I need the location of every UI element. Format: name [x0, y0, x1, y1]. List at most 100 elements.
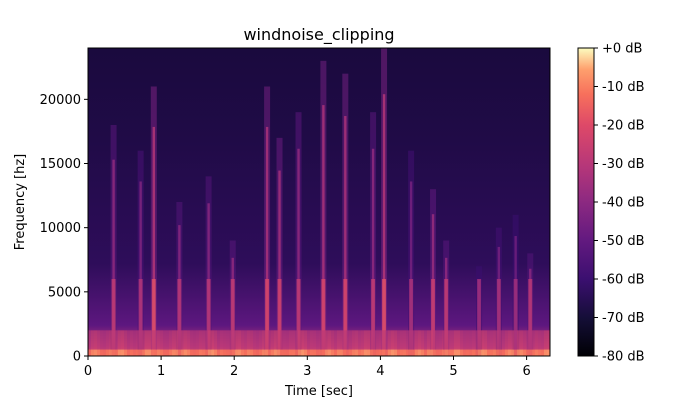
low-band-cell [319, 349, 322, 356]
low-band-cell [403, 349, 406, 356]
low-band-cell [166, 349, 169, 356]
y-tick-label: 5000 [48, 285, 81, 300]
low-band-cell [403, 330, 406, 350]
low-band-cell [400, 349, 403, 356]
low-band-cell [112, 349, 115, 356]
low-band-cell [412, 349, 415, 356]
low-band-cell [349, 330, 352, 350]
low-band-cell [547, 349, 550, 356]
low-band-cell [244, 349, 247, 356]
low-band-cell [496, 349, 499, 356]
low-band-cell [166, 330, 169, 350]
low-band-cell [316, 349, 319, 356]
low-band-cell [484, 349, 487, 356]
energy-burst [229, 240, 236, 356]
x-tick-label: 0 [84, 364, 92, 379]
low-band-cell [106, 349, 109, 356]
low-band-cell [301, 330, 304, 350]
low-band-cell [505, 349, 508, 356]
low-band-cell [538, 349, 541, 356]
low-band-cell [376, 349, 379, 356]
low-band-cell [121, 330, 124, 350]
colorbar-tick-label: -70 dB [602, 311, 645, 326]
low-band-cell [229, 330, 232, 350]
low-band-cell [385, 330, 388, 350]
low-band-cell [217, 349, 220, 356]
low-band-cell [475, 349, 478, 356]
low-band-cell [481, 330, 484, 350]
low-band-cell [544, 349, 547, 356]
spectrogram-background [88, 48, 550, 356]
low-band-cell [388, 330, 391, 350]
energy-burst [476, 266, 483, 356]
low-band-cell [295, 349, 298, 356]
low-band-cell [88, 330, 91, 350]
energy-burst [205, 176, 212, 356]
plot-frame [87, 47, 551, 357]
low-band-cell [346, 330, 349, 350]
low-band-cell [145, 330, 148, 350]
colorbar-tick-label: -80 dB [602, 350, 645, 365]
low-band-cell [115, 330, 118, 350]
low-band-cell [217, 330, 220, 350]
y-tick-label: 20000 [40, 93, 81, 108]
low-band-cell [202, 330, 205, 350]
low-band-cell [103, 349, 106, 356]
low-band-cell [463, 330, 466, 350]
low-band-cell [196, 330, 199, 350]
low-band-cell [469, 349, 472, 356]
low-band-cell [220, 330, 223, 350]
low-band-cell [115, 349, 118, 356]
low-band-cell [259, 349, 262, 356]
low-band-cell [424, 349, 427, 356]
low-band-cell [421, 330, 424, 350]
low-band-cell [271, 349, 274, 356]
low-band-cell [475, 330, 478, 350]
colorbar-tick-label: -40 dB [602, 196, 645, 211]
low-band-cell [238, 330, 241, 350]
low-band-cell [391, 349, 394, 356]
low-band-cell [526, 349, 529, 356]
low-band-cell [397, 349, 400, 356]
low-band-cell [265, 330, 268, 350]
low-band-cell [541, 330, 544, 350]
low-band-cell [355, 349, 358, 356]
low-band-cell [376, 330, 379, 350]
colorbar: +0 dB -10 dB -20 dB -30 dB -40 dB -50 dB -60 d… [577, 42, 645, 365]
y-axis-label: Frequency [hz] [13, 154, 28, 251]
low-band-cell [406, 349, 409, 356]
low-band-cell [415, 330, 418, 350]
low-band-cell [124, 349, 127, 356]
low-frequency-band [88, 330, 550, 356]
low-band-cell [433, 349, 436, 356]
low-band-cell [451, 349, 454, 356]
low-band-cell [526, 330, 529, 350]
low-band-cell [514, 330, 517, 350]
energy-burst [408, 150, 415, 356]
low-band-cell [547, 330, 550, 350]
low-band-cell [439, 330, 442, 350]
low-band-cell [541, 349, 544, 356]
low-band-cell [100, 349, 103, 356]
low-band-cell [502, 349, 505, 356]
low-band-cell [142, 349, 145, 356]
low-band-cell [517, 349, 520, 356]
low-band-cell [436, 349, 439, 356]
low-band-cell [91, 349, 94, 356]
low-band-cell [511, 330, 514, 350]
low-band-cell [493, 349, 496, 356]
y-axis-ticks: 0 5000 10000 15000 20000 [40, 93, 88, 365]
low-band-cell [322, 349, 325, 356]
low-band-cell [496, 330, 499, 350]
low-band-cell [409, 349, 412, 356]
low-band-cell [247, 349, 250, 356]
low-band-cell [370, 349, 373, 356]
low-band-cell [178, 349, 181, 356]
low-band-cell [256, 349, 259, 356]
x-tick-label: 3 [303, 364, 311, 379]
low-band-cell [493, 330, 496, 350]
low-band-cell [478, 349, 481, 356]
low-band-cell [91, 330, 94, 350]
low-band-cell [343, 349, 346, 356]
low-band-cell [250, 330, 253, 350]
